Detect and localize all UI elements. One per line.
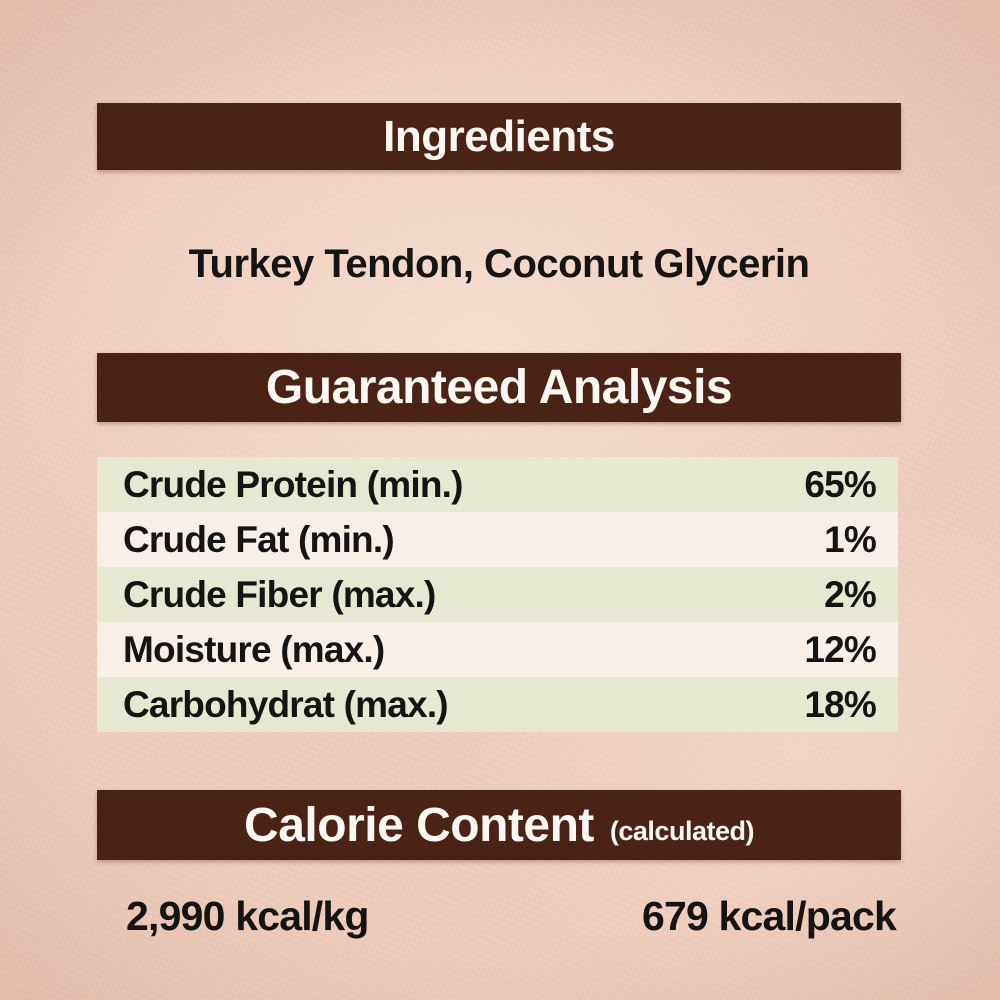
nutrient-label: Crude Fat (min.) bbox=[123, 518, 395, 560]
nutrient-value: 12% bbox=[804, 628, 876, 670]
nutrient-label: Crude Fiber (max.) bbox=[123, 573, 436, 615]
table-row: Crude Fiber (max.) 2% bbox=[97, 567, 898, 622]
kcal-per-kg: 2,990 kcal/kg bbox=[126, 892, 369, 939]
ingredients-title: Ingredients bbox=[383, 111, 615, 161]
table-row: Carbohydrat (max.) 18% bbox=[97, 677, 898, 732]
nutrient-label: Moisture (max.) bbox=[123, 628, 385, 670]
nutrient-value: 18% bbox=[804, 683, 876, 725]
calorie-values-row: 2,990 kcal/kg 679 kcal/pack bbox=[126, 890, 897, 942]
guaranteed-analysis-table: Crude Protein (min.) 65% Crude Fat (min.… bbox=[97, 457, 898, 732]
kcal-per-pack: 679 kcal/pack bbox=[641, 892, 897, 939]
table-row: Moisture (max.) 12% bbox=[97, 622, 898, 677]
nutrient-value: 65% bbox=[804, 463, 876, 505]
ingredients-banner: Ingredients bbox=[97, 103, 901, 170]
calorie-content-banner: Calorie Content (calculated) bbox=[97, 790, 901, 860]
nutrient-value: 2% bbox=[824, 573, 877, 615]
ingredients-list: Turkey Tendon, Coconut Glycerin bbox=[188, 242, 810, 286]
nutrient-value: 1% bbox=[824, 518, 877, 560]
table-row: Crude Fat (min.) 1% bbox=[97, 512, 898, 567]
calorie-content-title: Calorie Content bbox=[244, 798, 594, 852]
calorie-content-subtitle: (calculated) bbox=[609, 815, 755, 846]
guaranteed-analysis-title: Guaranteed Analysis bbox=[265, 361, 733, 414]
guaranteed-analysis-banner: Guaranteed Analysis bbox=[97, 353, 901, 422]
table-row: Crude Protein (min.) 65% bbox=[97, 457, 898, 512]
nutrient-label: Carbohydrat (max.) bbox=[123, 683, 449, 725]
nutrient-label: Crude Protein (min.) bbox=[123, 463, 463, 505]
